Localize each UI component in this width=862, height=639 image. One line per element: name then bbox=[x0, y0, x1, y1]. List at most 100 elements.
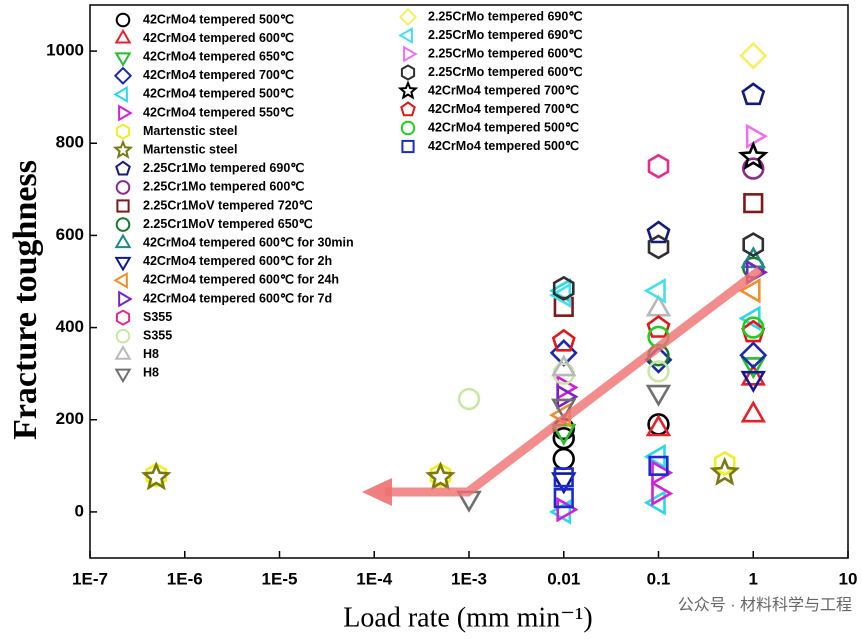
data-point bbox=[738, 277, 761, 304]
legend-marker bbox=[115, 160, 131, 176]
legend-marker bbox=[113, 85, 128, 103]
legend-label: 2.25CrMo tempered 600℃ bbox=[428, 65, 582, 79]
legend-marker bbox=[398, 27, 413, 44]
data-point bbox=[742, 316, 765, 339]
data-point bbox=[645, 414, 672, 437]
data-point bbox=[553, 467, 574, 488]
legend-marker bbox=[113, 66, 133, 85]
data-point bbox=[740, 246, 766, 269]
legend-label: 2.25Cr1MoV tempered 650℃ bbox=[143, 217, 313, 231]
legend-marker bbox=[112, 139, 134, 159]
data-point bbox=[457, 387, 481, 411]
trend-arrow bbox=[385, 266, 763, 497]
data-point bbox=[742, 232, 765, 258]
legend-marker bbox=[398, 7, 418, 27]
legend-label: 2.25CrMo tempered 690℃ bbox=[428, 28, 582, 42]
legend-label: S355 bbox=[143, 310, 172, 324]
legend-label: H8 bbox=[143, 366, 159, 380]
legend-marker bbox=[115, 180, 131, 195]
legend-label: 42CrMo4 tempered 700℃ bbox=[428, 102, 579, 116]
data-point bbox=[709, 456, 741, 486]
data-point bbox=[643, 277, 666, 304]
x-tick-label: 1E-3 bbox=[451, 569, 487, 588]
data-point bbox=[646, 314, 671, 338]
y-tick-label: 800 bbox=[56, 133, 84, 152]
data-point bbox=[551, 472, 577, 495]
data-point bbox=[739, 41, 768, 70]
legend-marker bbox=[114, 52, 132, 67]
data-point bbox=[647, 153, 670, 179]
data-point bbox=[740, 363, 766, 386]
legend-label: Martenstic steel bbox=[143, 142, 237, 156]
legend-label: 42CrMo4 tempered 550℃ bbox=[143, 105, 294, 119]
data-point bbox=[549, 338, 578, 367]
legend-marker bbox=[115, 309, 131, 326]
legend-label: 42CrMo4 tempered 600℃ for 30min bbox=[143, 235, 354, 249]
data-point bbox=[745, 123, 769, 150]
data-point bbox=[551, 328, 576, 352]
x-tick-label: 1E-7 bbox=[72, 569, 108, 588]
data-point bbox=[647, 234, 670, 260]
legend-marker bbox=[114, 256, 132, 272]
data-point bbox=[140, 461, 172, 491]
legend-label: 2.25Cr1MoV tempered 720℃ bbox=[143, 198, 313, 212]
data-point bbox=[713, 450, 736, 477]
data-point bbox=[425, 461, 456, 491]
legend-label: 42CrMo4 tempered 500℃ bbox=[428, 120, 579, 134]
legend-label: 42CrMo4 tempered 650℃ bbox=[143, 49, 294, 63]
y-tick-label: 200 bbox=[56, 409, 84, 428]
data-point bbox=[740, 400, 766, 423]
y-tick-label: 0 bbox=[75, 501, 84, 520]
legend-marker bbox=[118, 290, 133, 308]
x-tick-label: 1 bbox=[749, 569, 758, 588]
data-point bbox=[429, 462, 452, 488]
data-point bbox=[740, 357, 766, 380]
legend-marker bbox=[115, 123, 131, 140]
legend-label: 42CrMo4 tempered 600℃ bbox=[143, 31, 294, 45]
data-point bbox=[651, 480, 674, 507]
legend-marker bbox=[115, 12, 131, 28]
x-tick-label: 10 bbox=[839, 569, 858, 588]
watermark: 公众号 · 材料科学与工程 bbox=[678, 596, 852, 614]
x-tick-label: 1E-4 bbox=[356, 569, 392, 588]
data-point bbox=[552, 275, 575, 301]
x-tick-label: 0.01 bbox=[547, 569, 580, 588]
plot-area bbox=[140, 41, 769, 525]
data-point bbox=[647, 360, 670, 383]
data-point bbox=[551, 398, 577, 421]
y-tick-label: 1000 bbox=[46, 41, 84, 60]
legend-label: 2.25Cr1Mo tempered 690℃ bbox=[143, 161, 304, 175]
data-point bbox=[551, 354, 577, 377]
data-point bbox=[743, 193, 764, 214]
data-point bbox=[556, 496, 579, 523]
legend-marker bbox=[400, 120, 416, 136]
legend-marker bbox=[115, 217, 131, 232]
legend-label: S355 bbox=[143, 328, 172, 342]
legend-label: Martenstic steel bbox=[143, 124, 237, 138]
x-tick-label: 1E-6 bbox=[167, 569, 203, 588]
legend-marker bbox=[403, 45, 418, 63]
arrow-head bbox=[362, 478, 392, 506]
legend-marker bbox=[397, 80, 419, 100]
data-point bbox=[646, 220, 671, 244]
legend-label: 2.25CrMo tempered 690℃ bbox=[428, 9, 582, 23]
legend-marker bbox=[114, 233, 132, 249]
y-tick-label: 400 bbox=[56, 317, 84, 336]
legend-label: 42CrMo4 tempered 600℃ for 24h bbox=[143, 273, 339, 287]
legend-label: 42CrMo4 tempered 700℃ bbox=[143, 68, 294, 82]
legend-label: 2.25CrMo tempered 600℃ bbox=[428, 46, 582, 60]
legend-marker bbox=[113, 271, 128, 289]
data-point bbox=[648, 455, 669, 476]
data-point bbox=[742, 157, 765, 180]
data-point bbox=[741, 82, 766, 106]
legend-label: H8 bbox=[143, 347, 159, 361]
legend-label: 2.25Cr1Mo tempered 600℃ bbox=[143, 180, 304, 194]
legend-label: 42CrMo4 tempered 500℃ bbox=[143, 87, 294, 101]
data-point bbox=[551, 423, 577, 447]
data-point bbox=[556, 383, 579, 410]
data-point bbox=[651, 460, 674, 486]
x-axis-label: Load rate (mm min⁻¹) bbox=[343, 602, 592, 633]
legend-marker bbox=[114, 28, 132, 44]
